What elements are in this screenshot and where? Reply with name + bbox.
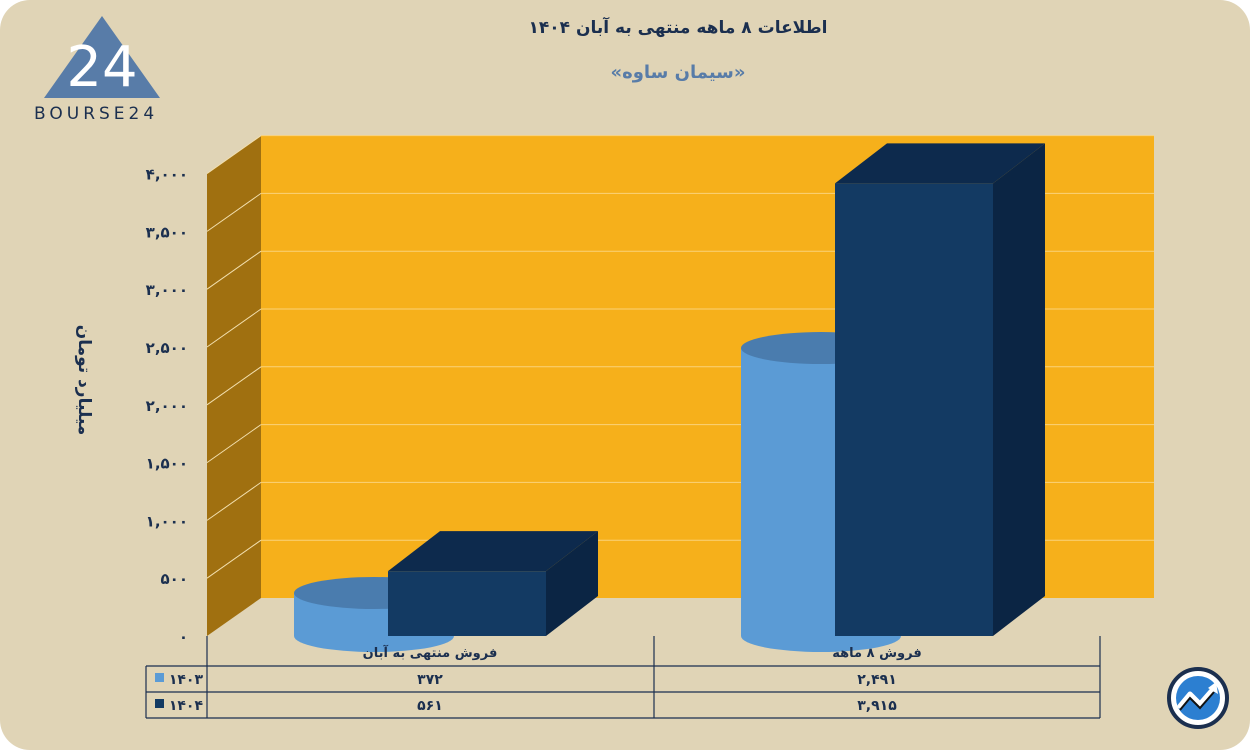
bar-box xyxy=(835,143,1045,636)
y-tick-label: ۳,۰۰۰ xyxy=(146,281,188,299)
trend-badge-icon xyxy=(1167,667,1229,729)
gridline xyxy=(206,481,262,521)
y-tick-label: ۲,۵۰۰ xyxy=(146,339,188,357)
gridline xyxy=(206,539,262,579)
y-tick-label: ۴,۰۰۰ xyxy=(146,166,188,184)
box-front xyxy=(835,183,993,636)
gridline xyxy=(206,366,262,406)
y-tick-label: ۵۰۰ xyxy=(161,570,188,588)
y-tick-label: ۱,۰۰۰ xyxy=(146,512,188,530)
logo-mark: 24 xyxy=(66,35,137,100)
data-label: ۳,۹۱۵ xyxy=(857,698,897,714)
data-table: فروش منتهی به آبان فروش ۸ ماهه ۱۴۰۳ ۳۷۲ ۲,۴۹… xyxy=(145,636,1101,719)
y-tick-label: ۰ xyxy=(179,628,188,646)
category-label: فروش ۸ ماهه xyxy=(832,646,921,661)
data-label: ۵۶۱ xyxy=(417,698,443,714)
bourse24-logo: 24 xyxy=(44,16,160,100)
legend-swatch xyxy=(155,673,164,682)
logo-text: BOURSE24 xyxy=(34,104,159,124)
category-label: فروش منتهی به آبان xyxy=(363,644,498,661)
legend-entry: ۱۴۰۳ xyxy=(169,672,204,688)
y-tick-label: ۲,۰۰۰ xyxy=(146,397,188,415)
box-top xyxy=(835,143,1045,184)
chart-title: اطلاعات ۸ ماهه منتهی به آبان ۱۴۰۴ xyxy=(528,18,828,38)
box-side xyxy=(546,531,598,636)
gridline xyxy=(206,308,262,348)
box-top xyxy=(388,531,598,572)
bars xyxy=(294,143,1045,652)
legend-entry: ۱۴۰۴ xyxy=(169,698,204,714)
gridline xyxy=(206,250,262,290)
chart-subtitle: «سیمان ساوه» xyxy=(610,62,746,83)
bar-box xyxy=(388,531,598,636)
data-label: ۲,۴۹۱ xyxy=(857,672,897,688)
data-label: ۳۷۲ xyxy=(417,672,443,688)
legend-swatch xyxy=(155,699,164,708)
box-front xyxy=(388,571,546,636)
y-tick-label: ۳,۵۰۰ xyxy=(146,223,188,241)
gridline xyxy=(206,135,262,175)
gridline xyxy=(206,424,262,464)
box-side xyxy=(993,143,1045,636)
y-tick-label: ۱,۵۰۰ xyxy=(146,455,188,473)
y-tick-labels: ۰ ۵۰۰ ۱,۰۰۰ ۱,۵۰۰ ۲,۰۰۰ ۲,۵۰۰ ۳,۰۰۰ ۳,۵۰۰ ۴,۰۰۰ xyxy=(146,166,188,646)
gridline xyxy=(206,192,262,232)
